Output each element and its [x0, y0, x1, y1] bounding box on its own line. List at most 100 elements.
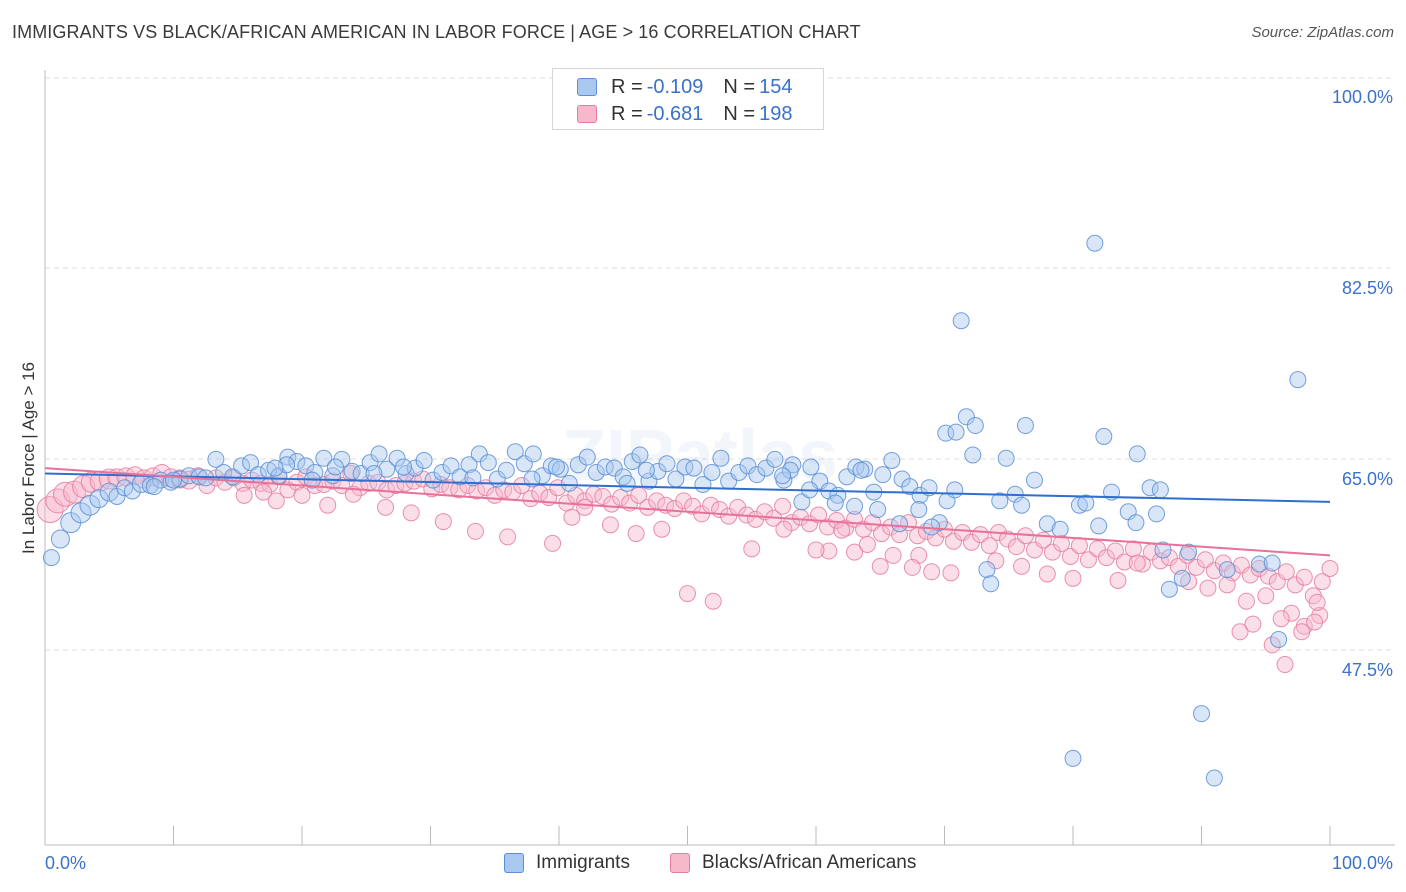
blacks-point	[846, 543, 864, 561]
immigrants-point	[869, 501, 887, 519]
blacks-point	[1244, 615, 1262, 633]
blacks-point	[942, 564, 960, 582]
blacks-point	[1276, 656, 1294, 674]
immigrants-point	[730, 463, 748, 481]
blacks-point	[987, 552, 1005, 570]
immigrants-point	[966, 417, 984, 435]
blacks-series	[36, 464, 1339, 674]
immigrants-point	[415, 451, 433, 469]
immigrants-point	[1051, 520, 1069, 538]
blacks-point	[544, 534, 562, 552]
immigrants-point	[774, 467, 792, 485]
blacks-point	[1115, 553, 1133, 571]
immigrants-point	[542, 457, 560, 475]
legend-item-blacks[interactable]: Blacks/African Americans	[670, 852, 916, 874]
blacks-point	[819, 518, 837, 536]
source-label: Source: ZipAtlas.com	[1251, 24, 1394, 41]
immigrants-point	[1218, 561, 1236, 579]
blacks-point	[980, 537, 998, 555]
blacks-point	[1151, 552, 1169, 570]
immigrants-point	[587, 463, 605, 481]
legend-label-blacks: Blacks/African Americans	[702, 852, 917, 873]
immigrants-point	[162, 473, 180, 491]
blacks-point	[1196, 551, 1214, 569]
immigrants-point	[233, 457, 251, 475]
blacks-point	[858, 535, 876, 553]
immigrants-point	[207, 450, 225, 468]
immigrants-point	[891, 515, 909, 533]
blacks-point	[1313, 573, 1331, 591]
trend-layer	[44, 467, 1331, 557]
immigrants-point	[1193, 705, 1210, 723]
immigrants-point	[288, 453, 306, 471]
immigrants-point	[42, 549, 60, 567]
label-layer: 47.5% 65.0% 82.5% 100.0% 0.0% 100.0% In Labor …	[19, 87, 1393, 873]
r-label: R =	[611, 102, 643, 125]
immigrants-point	[1148, 505, 1166, 523]
immigrants-point	[964, 446, 982, 464]
blacks-point	[1109, 572, 1127, 590]
blacks-point	[402, 504, 420, 522]
blacks-point	[1061, 547, 1079, 565]
blacks-point	[1199, 579, 1217, 597]
blacks-point	[563, 508, 581, 526]
legend-item-immigrants[interactable]: Immigrants	[504, 852, 630, 874]
blacks-point	[254, 483, 272, 501]
chart-title: IMMIGRANTS VS BLACK/AFRICAN AMERICAN IN …	[12, 22, 861, 42]
immigrants-point	[506, 443, 524, 461]
immigrants-point	[852, 461, 870, 479]
immigrants-point	[1127, 514, 1145, 532]
immigrants-point	[171, 470, 189, 488]
immigrants-point	[1128, 445, 1146, 463]
immigrants-point	[479, 454, 497, 472]
immigrants-point	[826, 494, 844, 512]
immigrants-point	[242, 454, 260, 472]
blacks-point	[1237, 592, 1255, 610]
blacks-point	[627, 525, 645, 543]
immigrants-point	[1160, 580, 1178, 598]
immigrants-point	[1263, 554, 1281, 572]
immigrants-point	[685, 459, 703, 477]
blacks-point	[466, 522, 484, 540]
blacks-point	[1128, 554, 1146, 572]
blacks-point	[810, 506, 828, 524]
immigrants-point	[50, 529, 70, 549]
blacks-point	[903, 558, 921, 576]
grid-layer	[45, 77, 1395, 651]
immigrants-point	[1038, 515, 1056, 533]
blacks-point	[1259, 567, 1277, 585]
immigrants-swatch	[577, 78, 597, 96]
blacks-point	[1052, 534, 1070, 552]
immigrants-point	[460, 456, 478, 474]
n-value: 154	[759, 75, 793, 98]
immigrants-point	[952, 312, 970, 330]
immigrants-point	[991, 492, 1009, 510]
blacks-point	[434, 513, 452, 531]
immigrants-point	[1016, 417, 1034, 435]
y-tick-label: 82.5%	[1342, 278, 1393, 298]
legend-label-immigrants: Immigrants	[536, 852, 630, 873]
r-value: -0.681	[646, 102, 704, 125]
legend-row-blacks: R = -0.681 N = 198	[577, 102, 792, 126]
immigrants-point	[703, 463, 721, 481]
blacks-point	[807, 541, 825, 559]
immigrants-series	[42, 234, 1307, 787]
immigrants-point	[846, 497, 864, 515]
immigrants-point	[370, 445, 388, 463]
immigrants-point	[1025, 471, 1043, 489]
blacks-point	[653, 520, 671, 538]
blacks-point	[1064, 569, 1082, 587]
immigrants-point	[388, 449, 406, 467]
immigrants-point	[883, 451, 901, 469]
blacks-point	[774, 497, 792, 515]
blacks-point	[792, 508, 810, 526]
immigrants-point	[997, 449, 1015, 467]
blacks-point	[1295, 568, 1313, 586]
immigrants-point	[910, 501, 928, 519]
n-label: N =	[723, 75, 756, 98]
immigrants-point	[1154, 541, 1172, 559]
blacks-point	[1070, 537, 1088, 555]
immigrants-point	[442, 457, 460, 475]
r-value: -0.109	[646, 75, 704, 98]
